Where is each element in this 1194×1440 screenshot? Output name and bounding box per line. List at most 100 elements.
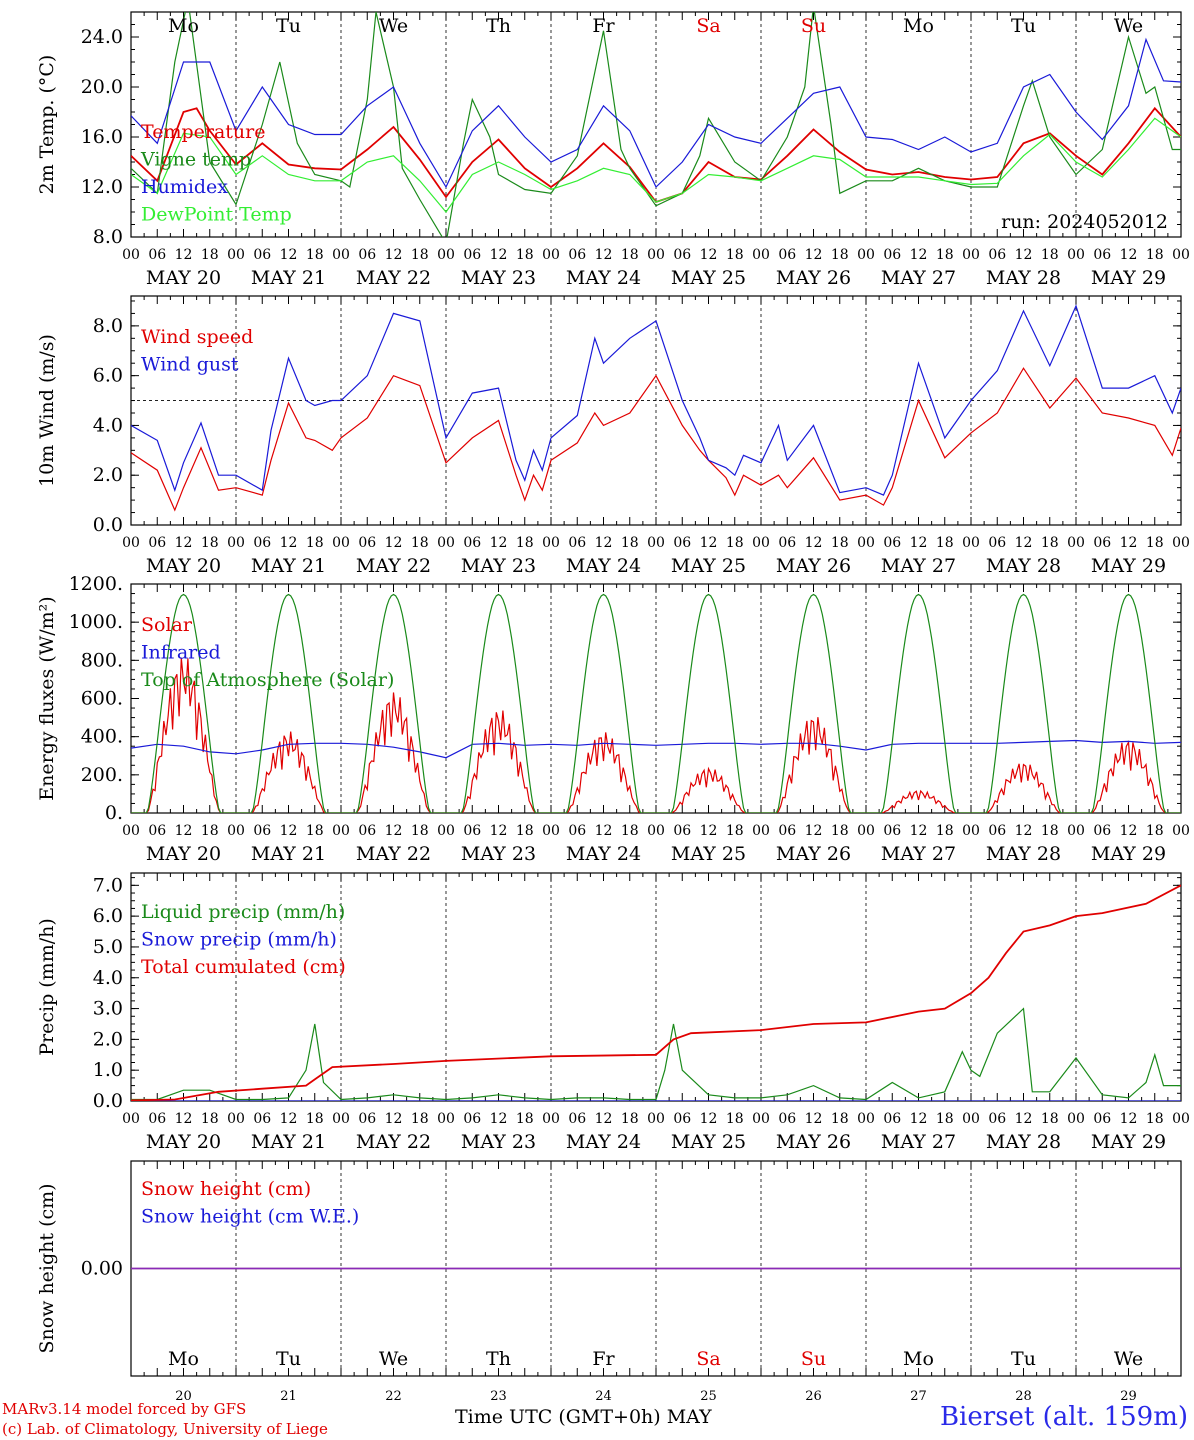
weekday-label: Su	[801, 15, 826, 37]
weekday-label: We	[1114, 15, 1143, 37]
date-label: MAY 23	[461, 843, 536, 865]
y-axis-label: Snow height (cm)	[36, 1183, 58, 1353]
y-axis-label: 10m Wind (m/s)	[36, 334, 58, 487]
hour-label: 00	[1172, 1111, 1190, 1127]
hour-label: 06	[1093, 247, 1111, 263]
date-label: MAY 27	[881, 1131, 956, 1153]
y-tick-label: 600.	[81, 688, 123, 710]
date-label: MAY 25	[671, 267, 746, 289]
day-number-label: 29	[1120, 1389, 1137, 1404]
hour-label: 12	[175, 535, 193, 551]
hour-label: 00	[857, 1111, 875, 1127]
hour-label: 06	[463, 823, 481, 839]
weekday-label: We	[379, 15, 408, 37]
hour-label: 06	[253, 1111, 271, 1127]
y-tick-label: 20.0	[81, 76, 123, 98]
date-label: MAY 21	[251, 555, 326, 577]
day-number-label: 22	[385, 1389, 402, 1404]
hour-label: 18	[831, 1111, 849, 1127]
hour-label: 00	[122, 247, 140, 263]
y-tick-label: 1200.	[69, 573, 123, 595]
hour-label: 18	[201, 1111, 219, 1127]
hour-label: 12	[805, 535, 823, 551]
hour-label: 00	[962, 535, 980, 551]
hour-label: 06	[253, 823, 271, 839]
hour-label: 00	[122, 535, 140, 551]
date-label: MAY 22	[356, 555, 431, 577]
panel-1: 8.0 12.0 16.0 20.0 24.0 2m Temp. (°C) Temperat…	[36, 11, 1190, 289]
hour-label: 06	[568, 247, 586, 263]
hour-label: 00	[332, 247, 350, 263]
hour-label: 12	[910, 247, 928, 263]
weekday-label: Fr	[592, 15, 615, 37]
hour-label: 18	[936, 247, 954, 263]
hour-label: 12	[910, 823, 928, 839]
hour-label: 00	[332, 823, 350, 839]
y-tick-label: 8.0	[93, 315, 123, 337]
legend-entry: Snow precip (mm/h)	[141, 929, 337, 951]
hour-label: 06	[1093, 535, 1111, 551]
hour-label: 00	[647, 823, 665, 839]
panel-3: 0. 200. 400. 600. 800. 1000. 1200. Energy fluxe…	[36, 573, 1190, 865]
hour-label: 00	[542, 535, 560, 551]
hour-label: 00	[227, 1111, 245, 1127]
day-number-label: 20	[175, 1389, 192, 1404]
y-tick-label: 0.	[105, 802, 123, 824]
series-line-1	[131, 1007, 1181, 1101]
hour-label: 18	[936, 823, 954, 839]
hour-label: 00	[1172, 535, 1190, 551]
date-label: MAY 26	[776, 1131, 851, 1153]
legend-entry: Liquid precip (mm/h)	[141, 901, 345, 923]
hour-label: 18	[1041, 247, 1059, 263]
hour-label: 12	[1120, 247, 1138, 263]
date-label: MAY 26	[776, 267, 851, 289]
hour-label: 18	[831, 247, 849, 263]
series-line-1	[131, 657, 1181, 813]
weekday-label: Mo	[903, 1348, 934, 1370]
hour-label: 18	[201, 535, 219, 551]
y-tick-label: 400.	[81, 726, 123, 748]
hour-label: 00	[437, 823, 455, 839]
hour-label: 12	[700, 823, 718, 839]
hour-label: 00	[752, 1111, 770, 1127]
series-group	[131, 304, 1181, 512]
date-label: MAY 28	[986, 267, 1061, 289]
hour-label: 06	[148, 535, 166, 551]
legend-entry: Solar	[141, 614, 193, 636]
y-tick-label: 2.0	[93, 464, 123, 486]
date-label: MAY 20	[146, 267, 221, 289]
date-label: MAY 26	[776, 843, 851, 865]
y-tick-label: 800.	[81, 649, 123, 671]
y-tick-label: 0.0	[93, 514, 123, 536]
series-line-1	[131, 367, 1181, 512]
y-tick-label: 7.0	[93, 874, 123, 896]
hour-label: 00	[857, 535, 875, 551]
hour-label: 06	[568, 535, 586, 551]
date-label: MAY 28	[986, 555, 1061, 577]
weekday-label: Tu	[1011, 15, 1036, 37]
hour-label: 12	[700, 1111, 718, 1127]
panel-2: 0.0 2.0 4.0 6.0 8.0 10m Wind (m/s) Wind speed W…	[36, 295, 1190, 577]
hour-label: 18	[516, 823, 534, 839]
hour-label: 18	[726, 247, 744, 263]
hour-label: 00	[1067, 247, 1085, 263]
series-line-3	[131, 593, 1181, 813]
hour-label: 18	[1146, 823, 1164, 839]
hour-label: 00	[1067, 1111, 1085, 1127]
hour-label: 18	[516, 247, 534, 263]
y-axis-label: 2m Temp. (°C)	[36, 55, 58, 195]
legend-entry: Top of Atmosphere (Solar)	[141, 669, 394, 691]
hour-label: 06	[883, 1111, 901, 1127]
hour-label: 18	[621, 535, 639, 551]
hour-label: 00	[122, 1111, 140, 1127]
legend-entry: Wind gust	[141, 354, 239, 376]
hour-label: 06	[673, 535, 691, 551]
date-label: MAY 22	[356, 1131, 431, 1153]
y-tick-label: 4.0	[93, 967, 123, 989]
hour-label: 00	[752, 247, 770, 263]
day-number-label: 27	[910, 1389, 927, 1404]
hour-label: 12	[490, 535, 508, 551]
hour-label: 00	[962, 247, 980, 263]
date-label: MAY 26	[776, 555, 851, 577]
